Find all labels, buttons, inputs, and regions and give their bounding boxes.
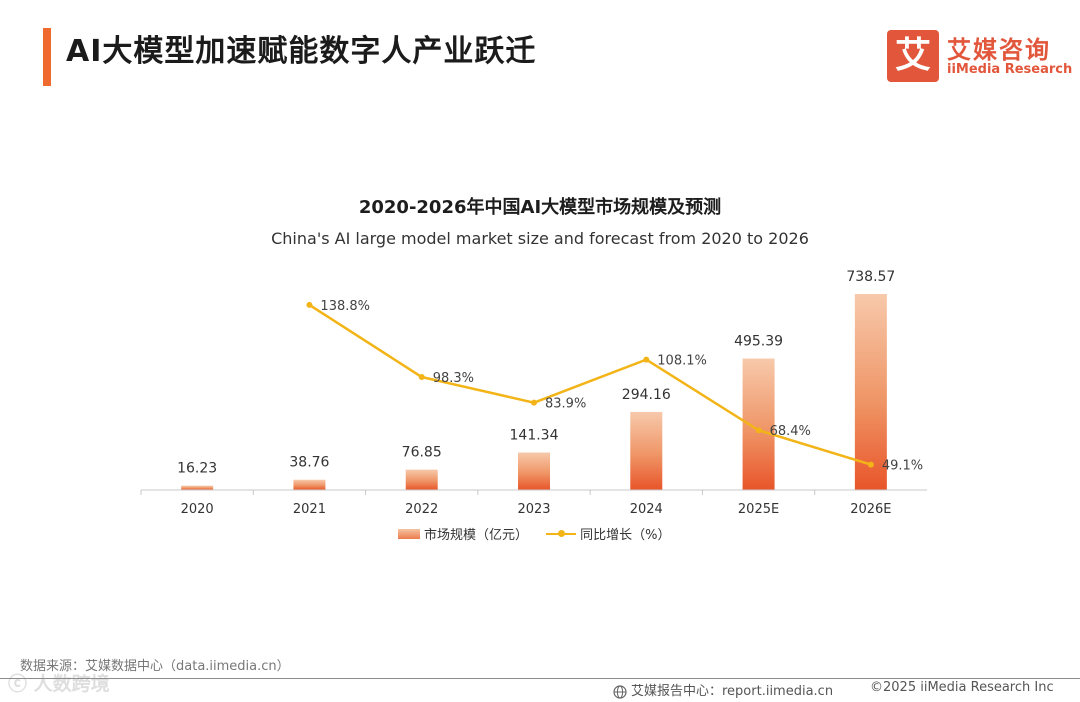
chart-legend: 市场规模（亿元） 同比增长（%） [398,524,671,544]
growth-point [418,374,425,381]
bar-2026E [854,294,887,490]
bar-value-label: 141.34 [510,427,559,443]
globe-icon [613,684,627,699]
bar-value-label: 16.23 [177,461,217,477]
bar-2023 [518,452,550,490]
bar-2020 [181,485,214,490]
footer-divider [0,678,1080,679]
growth-value-label: 98.3% [433,371,474,386]
growth-point [755,427,762,434]
x-tick-label: 2026E [850,502,891,517]
chart-title: 2020-2026年中国AI大模型市场规模及预测 [358,197,722,218]
growth-line [308,303,872,466]
x-tick-label: 2020 [181,502,214,517]
growth-point [531,399,537,406]
growth-value-label: 68.4% [770,424,811,439]
chart-subtitle: China's AI large model market size and f… [271,229,809,248]
watermark: ⓒ 人数跨境 [8,673,110,695]
bar-value-label: 294.16 [622,387,671,403]
x-tick-label: 2025E [738,502,779,517]
x-tick-label: 2021 [293,502,326,517]
x-tick-label: 2022 [405,502,438,517]
legend-bar-label: 市场规模（亿元） [424,528,529,543]
x-tick-label: 2024 [630,502,663,517]
logo-english-name: iiMedia Research [947,62,1073,77]
growth-value-label: 83.9% [545,397,586,412]
growth-point [643,356,650,363]
legend-line-label: 同比增长（%） [580,528,671,543]
legend-bar-swatch [398,528,420,539]
bar-value-label: 738.57 [846,269,895,285]
logo-mark: 艾 [887,30,939,82]
bar-2022 [405,469,438,490]
growth-value-label: 138.8% [320,299,370,314]
title-accent-bar [43,28,51,86]
bar-2021 [293,479,326,490]
bar-value-label: 495.39 [734,334,783,350]
growth-value-label: 49.1% [882,459,923,474]
legend-line-swatch [546,529,577,537]
iimedia-logo[interactable]: 艾 艾媒咨询 iiMedia Research [887,30,1072,82]
bar-value-label: 38.76 [289,455,329,471]
footer-report-link[interactable]: 艾媒报告中心：report.iimedia.cn [613,680,833,699]
growth-value-label: 108.1% [657,354,707,369]
data-source: 数据来源：艾媒数据中心（data.iimedia.cn） [20,659,290,674]
growth-point [306,301,313,308]
page-title: AI大模型加速赋能数字人产业跃迁 [66,34,537,69]
x-tick-label: 2023 [517,502,550,517]
growth-point [867,461,874,468]
footer-report-text: 艾媒报告中心：report.iimedia.cn [631,684,834,699]
bar-value-label: 76.85 [402,445,442,461]
logo-chinese-name: 艾媒咨询 [947,36,1051,64]
bar-2024 [630,411,663,490]
copyright: ©2025 iiMedia Research Inc [870,680,1054,695]
